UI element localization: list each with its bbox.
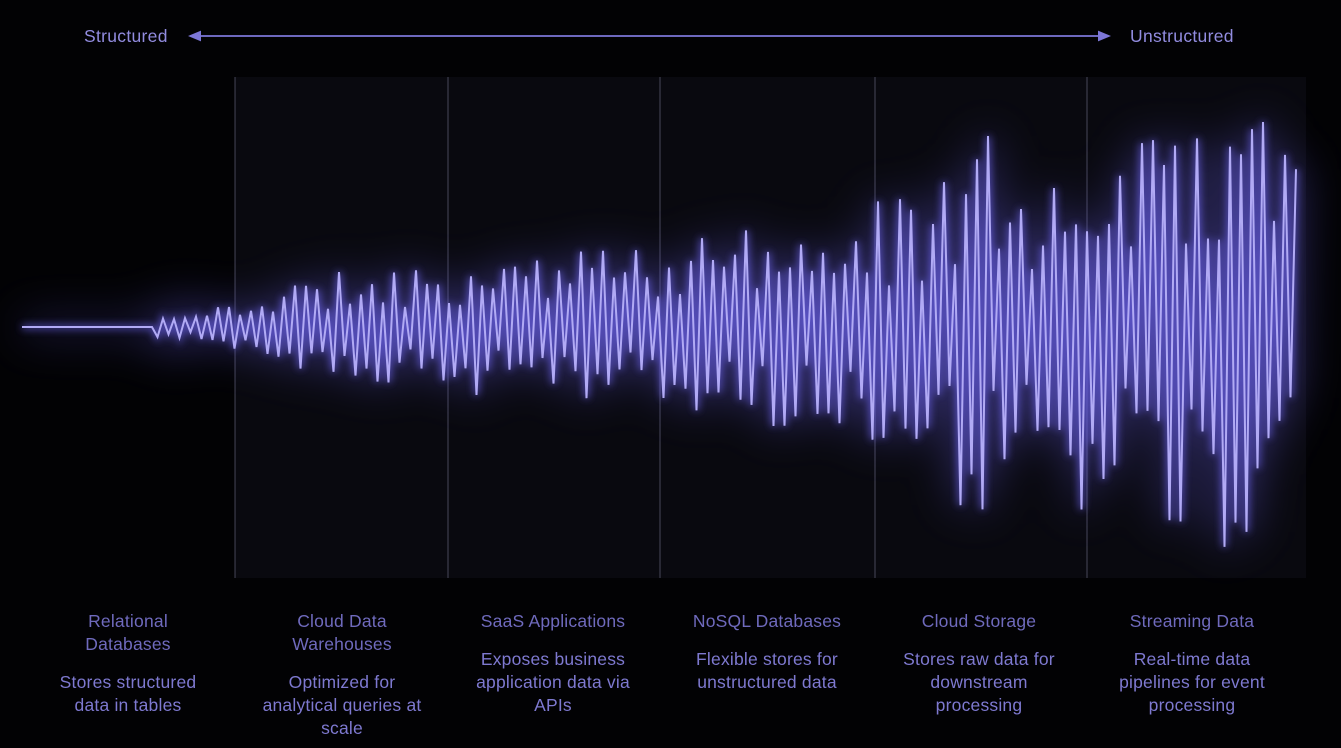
- double-headed-arrow-icon: [188, 30, 1111, 42]
- column-description: Real-time data pipelines for event proce…: [1119, 649, 1265, 715]
- waveform-line: [22, 121, 1297, 547]
- column-description: Flexible stores for unstructured data: [696, 649, 838, 692]
- column-title: Cloud Data Warehouses: [292, 611, 392, 654]
- structured-label: Structured: [84, 26, 168, 46]
- column-cloud-storage: Cloud Storage Stores raw data for downst…: [869, 610, 1089, 717]
- column-description: Optimized for analytical queries at scal…: [262, 672, 422, 738]
- column-streaming-data: Streaming Data Real-time data pipelines …: [1082, 610, 1302, 717]
- column-relational-databases: Relational Databases Stores structured d…: [18, 610, 238, 717]
- column-description: Exposes business application data via AP…: [476, 649, 630, 715]
- unstructured-label: Unstructured: [1130, 26, 1234, 46]
- column-title: NoSQL Databases: [692, 611, 842, 631]
- column-description: Stores raw data for downstream processin…: [903, 649, 1055, 715]
- column-saas-applications: SaaS Applications Exposes business appli…: [443, 610, 663, 717]
- column-title: Relational Databases: [85, 611, 171, 654]
- column-title: SaaS Applications: [480, 611, 626, 631]
- column-title: Cloud Storage: [921, 611, 1037, 631]
- column-cloud-data-warehouses: Cloud Data Warehouses Optimized for anal…: [232, 610, 452, 740]
- column-description: Stores structured data in tables: [59, 672, 197, 715]
- column-nosql-databases: NoSQL Databases Flexible stores for unst…: [657, 610, 877, 694]
- column-title: Streaming Data: [1129, 611, 1255, 631]
